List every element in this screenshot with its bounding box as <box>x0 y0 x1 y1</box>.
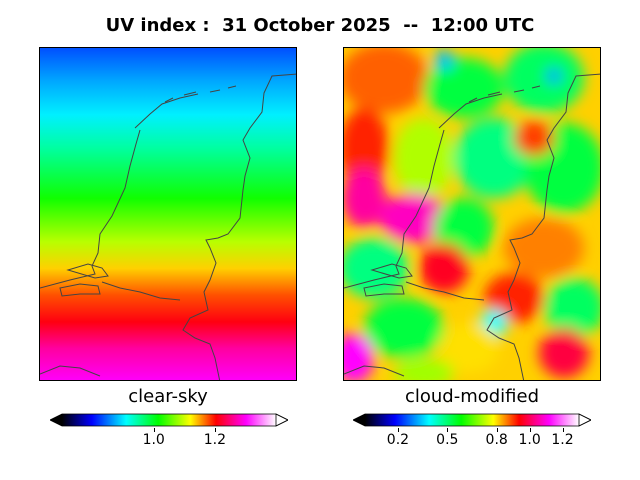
cloud-modified-colorbar <box>353 413 591 427</box>
colorbar-tick-label: 0.8 <box>485 432 508 448</box>
colorbar-tick-mark <box>529 428 531 432</box>
colorbar-tick-label: 0.2 <box>386 432 410 448</box>
colorbar-tick-mark <box>562 428 564 432</box>
cloud-modified-map <box>343 47 601 381</box>
map-title: UV index : 31 October 2025 -- 12:00 UTC <box>105 15 535 36</box>
clear-sky-caption: clear-sky <box>128 386 208 407</box>
colorbar-tick-mark <box>153 428 155 432</box>
colorbar-extend-low <box>353 414 365 426</box>
colorbar-tick-label: 1.2 <box>203 432 226 448</box>
colorbar-extend-low <box>50 414 62 426</box>
colorbar-tick-mark <box>214 428 216 432</box>
colorbar-tick-label: 1.0 <box>518 432 541 448</box>
colorbar-tick-mark <box>496 428 498 432</box>
colorbar-extend-high <box>578 413 591 427</box>
colorbar-tick-mark <box>447 428 449 432</box>
colorbar-tick-label: 0.5 <box>436 432 459 448</box>
coastline <box>40 73 296 380</box>
colorbar-extend-high <box>275 413 288 427</box>
cloud-modified-caption: cloud-modified <box>404 386 540 407</box>
coastline <box>344 73 600 380</box>
clear-sky-field <box>40 48 296 380</box>
colorbar-tick-mark <box>397 428 399 432</box>
colorbar-tick-label: 1.0 <box>142 432 165 448</box>
clear-sky-colorbar <box>50 413 288 427</box>
colorbar-tick-label: 1.2 <box>551 432 574 448</box>
clear-sky-map <box>39 47 297 381</box>
cloud-modified-field <box>344 48 600 380</box>
